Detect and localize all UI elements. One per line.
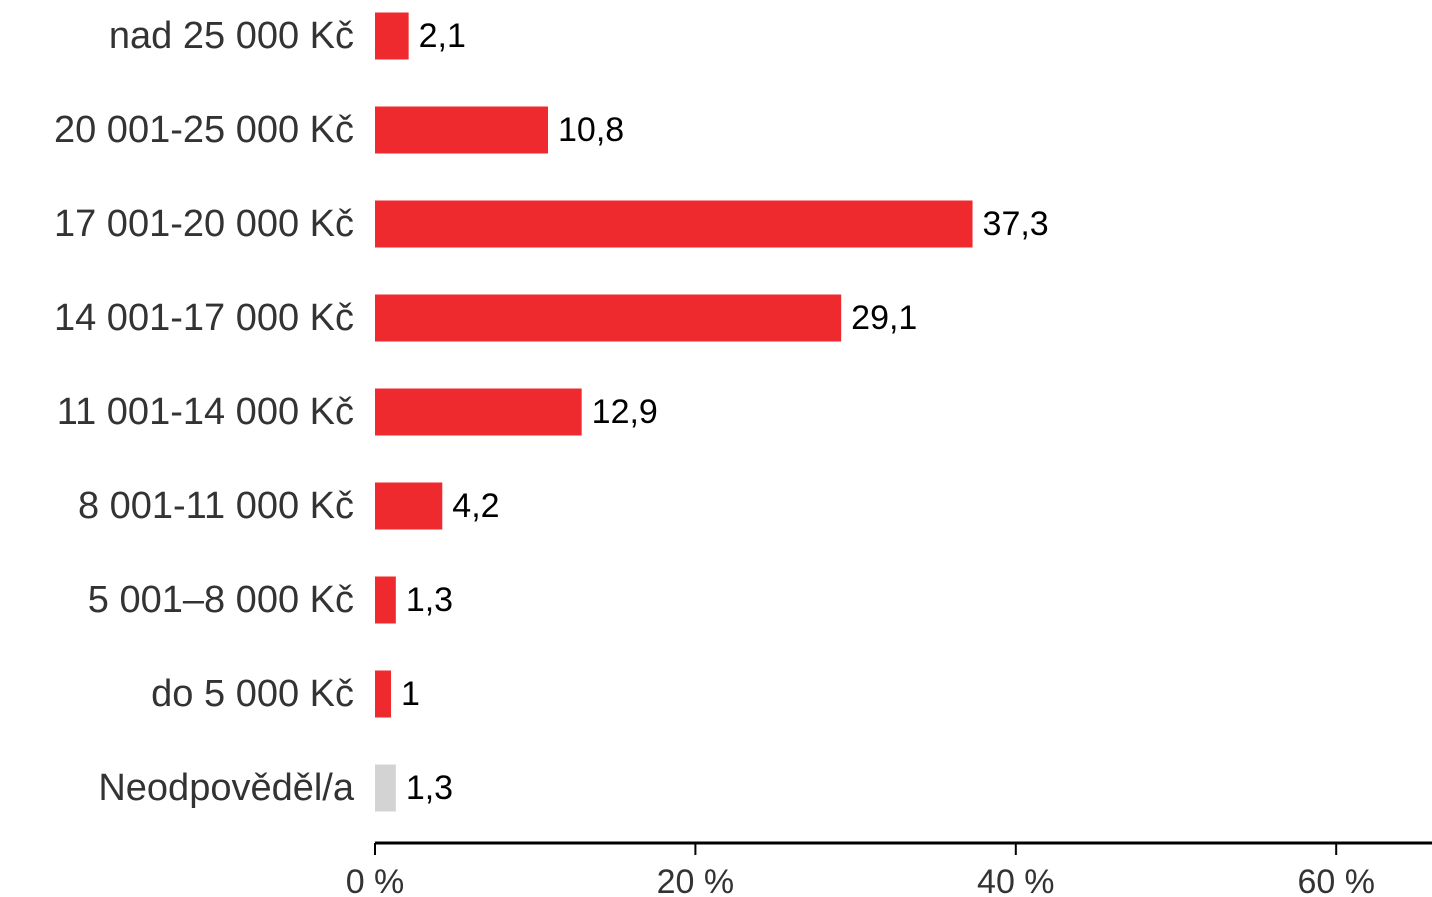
value-label: 1,3 <box>406 769 453 807</box>
category-label: 20 001-25 000 Kč <box>54 109 354 151</box>
bar <box>375 294 842 342</box>
value-label: 12,9 <box>592 393 658 431</box>
bar <box>375 764 396 812</box>
x-tick-label: 60 % <box>1297 863 1375 897</box>
value-label: 1 <box>401 675 420 713</box>
bar <box>375 670 392 718</box>
category-label: 14 001-17 000 Kč <box>54 297 354 339</box>
category-label: 5 001–8 000 Kč <box>88 579 354 621</box>
bars-group <box>375 12 973 812</box>
category-label: nad 25 000 Kč <box>109 15 354 57</box>
category-label: do 5 000 Kč <box>151 673 354 715</box>
category-labels-group: nad 25 000 Kč 20 001-25 000 Kč 17 001-20 0… <box>54 15 355 809</box>
value-labels-group: 2,1 10,8 37,3 29,1 12,9 4,2 1,3 1 1,3 <box>401 17 1049 807</box>
x-tick-label: 20 % <box>657 863 735 897</box>
category-label: 8 001-11 000 Kč <box>78 485 354 527</box>
value-label: 4,2 <box>452 487 499 525</box>
value-label: 1,3 <box>406 581 453 619</box>
value-label: 10,8 <box>558 111 624 149</box>
bar <box>375 200 973 248</box>
bar <box>375 12 409 60</box>
x-axis: 0 % 20 % 40 % 60 % <box>346 841 1432 897</box>
category-label: 17 001-20 000 Kč <box>54 203 354 245</box>
bar <box>375 388 582 436</box>
value-label: 29,1 <box>851 299 917 337</box>
bar <box>375 482 443 530</box>
value-label: 37,3 <box>983 205 1049 243</box>
value-label: 2,1 <box>419 17 466 55</box>
x-tick-label: 40 % <box>977 863 1055 897</box>
category-label: Neodpověděl/a <box>98 767 355 809</box>
bar <box>375 106 549 154</box>
category-label: 11 001-14 000 Kč <box>57 391 354 433</box>
bar <box>375 576 396 624</box>
x-tick-label: 0 % <box>346 863 405 897</box>
